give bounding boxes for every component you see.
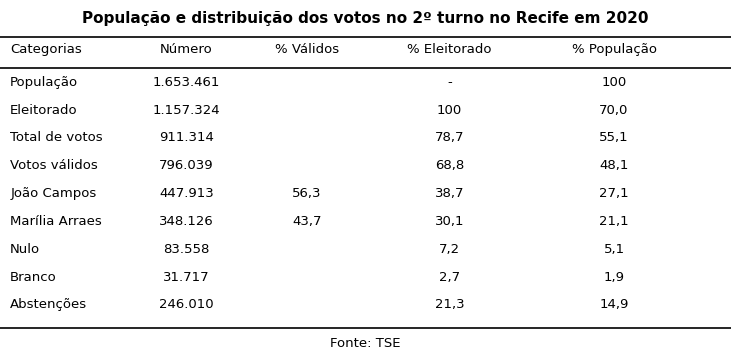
Text: % Eleitorado: % Eleitorado	[407, 44, 492, 56]
Text: 31.717: 31.717	[163, 271, 210, 283]
Text: 21,1: 21,1	[599, 215, 629, 228]
Text: Eleitorado: Eleitorado	[10, 104, 78, 117]
Text: Número: Número	[160, 44, 213, 56]
Text: Marília Arraes: Marília Arraes	[10, 215, 102, 228]
Text: 5,1: 5,1	[604, 243, 624, 256]
Text: 68,8: 68,8	[435, 159, 464, 172]
Text: Fonte: TSE: Fonte: TSE	[330, 337, 401, 350]
Text: 447.913: 447.913	[159, 187, 213, 200]
Text: Nulo: Nulo	[10, 243, 40, 256]
Text: 1.653.461: 1.653.461	[153, 76, 220, 89]
Text: 14,9: 14,9	[599, 298, 629, 311]
Text: 30,1: 30,1	[435, 215, 464, 228]
Text: Abstenções: Abstenções	[10, 298, 88, 311]
Text: População e distribuição dos votos no 2º turno no Recife em 2020: População e distribuição dos votos no 2º…	[83, 11, 648, 26]
Text: 796.039: 796.039	[159, 159, 213, 172]
Text: População: População	[10, 76, 78, 89]
Text: Total de votos: Total de votos	[10, 132, 103, 144]
Text: 1.157.324: 1.157.324	[153, 104, 220, 117]
Text: % População: % População	[572, 44, 656, 56]
Text: 38,7: 38,7	[435, 187, 464, 200]
Text: 7,2: 7,2	[439, 243, 460, 256]
Text: -: -	[447, 76, 452, 89]
Text: Categorias: Categorias	[10, 44, 82, 56]
Text: Branco: Branco	[10, 271, 57, 283]
Text: 27,1: 27,1	[599, 187, 629, 200]
Text: 246.010: 246.010	[159, 298, 213, 311]
Text: Votos válidos: Votos válidos	[10, 159, 98, 172]
Text: João Campos: João Campos	[10, 187, 96, 200]
Text: 70,0: 70,0	[599, 104, 629, 117]
Text: 48,1: 48,1	[599, 159, 629, 172]
Text: 55,1: 55,1	[599, 132, 629, 144]
Text: 100: 100	[602, 76, 626, 89]
Text: 56,3: 56,3	[292, 187, 322, 200]
Text: 78,7: 78,7	[435, 132, 464, 144]
Text: 43,7: 43,7	[292, 215, 322, 228]
Text: % Válidos: % Válidos	[275, 44, 339, 56]
Text: 100: 100	[437, 104, 462, 117]
Text: 911.314: 911.314	[159, 132, 214, 144]
Text: 1,9: 1,9	[604, 271, 624, 283]
Text: 83.558: 83.558	[163, 243, 210, 256]
Text: 348.126: 348.126	[159, 215, 213, 228]
Text: 2,7: 2,7	[439, 271, 460, 283]
Text: 21,3: 21,3	[435, 298, 464, 311]
